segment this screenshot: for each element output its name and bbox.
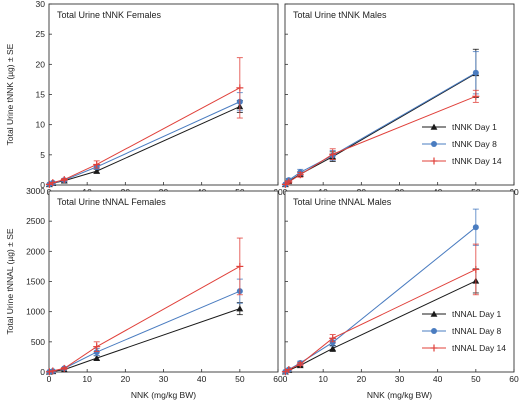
y-tick-label-0-4: 20 xyxy=(36,59,46,69)
data-point-3-0-3 xyxy=(329,345,337,352)
y-tick-label-0-5: 25 xyxy=(36,29,46,39)
x-tick-label-3-6: 60 xyxy=(509,374,519,384)
data-point-3-1-4 xyxy=(472,224,479,231)
data-point-2-2-3 xyxy=(93,343,101,351)
legend-marker-3-2 xyxy=(430,344,438,352)
x-tick-label-2-3: 30 xyxy=(159,374,169,384)
x-tick-label-2-4: 40 xyxy=(197,374,207,384)
data-point-0-2-4 xyxy=(236,84,244,92)
y-tick-label-0-0: 0 xyxy=(40,180,45,190)
data-point-1-1-4 xyxy=(472,69,479,76)
x-tick-label-2-0: 0 xyxy=(47,374,52,384)
y-tick-label-0-6: 30 xyxy=(36,0,46,9)
legend-label-1-1: tNNK Day 8 xyxy=(452,139,497,149)
x-tick-label-3-4: 40 xyxy=(433,374,443,384)
y-axis-title-2: Total Urine tNNAL (µg) ± SE xyxy=(5,228,15,334)
y-tick-label-2-3: 1500 xyxy=(26,277,45,287)
y-tick-label-0-2: 10 xyxy=(36,120,46,130)
data-point-0-2-3 xyxy=(93,160,101,168)
legend-marker-1-0 xyxy=(430,123,438,130)
y-tick-label-2-0: 0 xyxy=(40,367,45,377)
legend-marker-3-1 xyxy=(431,328,437,334)
y-tick-label-2-4: 2000 xyxy=(26,246,45,256)
y-tick-label-2-6: 3000 xyxy=(26,186,45,196)
data-point-2-2-0 xyxy=(45,368,53,376)
x-tick-label-3-2: 20 xyxy=(357,374,367,384)
data-point-2-2-1 xyxy=(49,367,57,375)
y-axis-title-0: Total Urine tNNK (µg) ± SE xyxy=(5,43,15,145)
legend-marker-1-1 xyxy=(431,141,437,147)
data-point-1-2-1 xyxy=(285,178,293,186)
data-point-3-2-4 xyxy=(472,265,480,273)
plot-frame-2 xyxy=(48,190,279,373)
y-tick-label-0-1: 5 xyxy=(40,150,45,160)
panel-title-3: Total Urine tNNAL Males xyxy=(293,197,392,207)
data-point-3-2-3 xyxy=(329,334,337,342)
x-tick-label-2-2: 20 xyxy=(121,374,131,384)
legend-marker-3-0 xyxy=(430,310,438,317)
data-point-3-2-1 xyxy=(285,366,293,374)
data-point-2-0-4 xyxy=(236,305,244,312)
data-point-1-2-4 xyxy=(472,92,480,100)
data-point-0-0-3 xyxy=(93,167,101,174)
legend-label-3-0: tNNAL Day 1 xyxy=(452,309,502,319)
x-tick-label-2-5: 50 xyxy=(235,374,245,384)
legend-label-3-2: tNNAL Day 14 xyxy=(452,343,506,353)
data-point-2-1-3 xyxy=(93,349,100,356)
y-tick-label-0-3: 15 xyxy=(36,90,46,100)
y-tick-label-2-5: 2500 xyxy=(26,216,45,226)
legend-marker-1-2 xyxy=(430,157,438,165)
data-point-2-2-2 xyxy=(60,364,68,372)
y-tick-label-2-2: 1000 xyxy=(26,307,45,317)
panel-title-1: Total Urine tNNK Males xyxy=(293,10,387,20)
x-tick-label-3-3: 30 xyxy=(395,374,405,384)
data-point-1-2-2 xyxy=(296,171,304,179)
data-point-2-0-3 xyxy=(93,354,101,361)
x-tick-label-3-1: 10 xyxy=(318,374,328,384)
legend-label-1-2: tNNK Day 14 xyxy=(452,156,502,166)
panel-title-2: Total Urine tNNAL Females xyxy=(57,197,166,207)
panel-title-0: Total Urine tNNK Females xyxy=(57,10,162,20)
x-axis-title-3: NNK (mg/kg BW) xyxy=(367,390,432,400)
x-axis-title-2: NNK (mg/kg BW) xyxy=(131,390,196,400)
data-point-3-2-2 xyxy=(296,360,304,368)
x-tick-label-2-6: 60 xyxy=(273,374,283,384)
plot-frame-0 xyxy=(48,3,279,186)
legend-label-1-0: tNNK Day 1 xyxy=(452,122,497,132)
data-point-1-2-3 xyxy=(329,150,337,158)
data-point-2-2-4 xyxy=(236,262,244,270)
x-tick-label-2-1: 10 xyxy=(82,374,92,384)
x-tick-label-3-0: 0 xyxy=(283,374,288,384)
data-point-3-1-3 xyxy=(329,339,336,346)
y-tick-label-2-1: 500 xyxy=(31,337,45,347)
x-tick-label-3-5: 50 xyxy=(471,374,481,384)
data-point-0-2-2 xyxy=(60,176,68,184)
data-point-0-2-1 xyxy=(49,179,57,187)
legend-label-3-1: tNNAL Day 8 xyxy=(452,326,502,336)
